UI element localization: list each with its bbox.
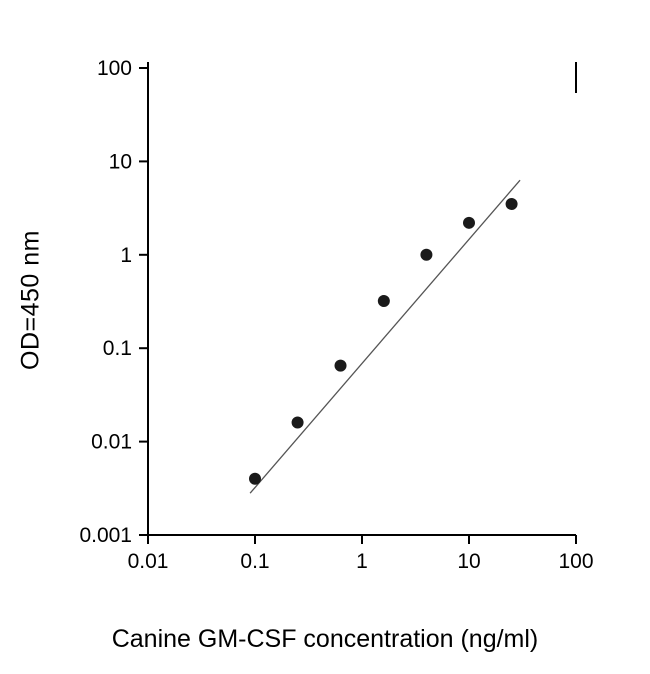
x-tick-label: 0.1 (240, 550, 269, 573)
fit-line (249, 179, 521, 494)
data-point (463, 216, 475, 229)
y-tick-label: 100 (97, 57, 132, 80)
y-axis-title: OD=450 nm (16, 230, 45, 370)
data-point (334, 359, 347, 372)
x-tick-label: 0.01 (128, 550, 169, 573)
data-point (249, 472, 261, 485)
x-tick-label: 1 (356, 550, 368, 573)
data-point (420, 248, 433, 261)
data-point (377, 295, 390, 308)
data-point (291, 416, 304, 429)
y-tick-label: 0.1 (103, 337, 132, 360)
data-point (505, 197, 518, 210)
x-axis-title: Canine GM-CSF concentration (ng/ml) (111, 625, 539, 653)
y-tick-label: 0.01 (91, 431, 132, 454)
x-tick-label: 100 (558, 550, 593, 573)
y-tick-label: 10 (109, 150, 132, 173)
y-tick-label: 0.001 (79, 524, 132, 547)
x-tick-label: 10 (457, 550, 480, 573)
y-tick-label: 1 (120, 244, 132, 267)
